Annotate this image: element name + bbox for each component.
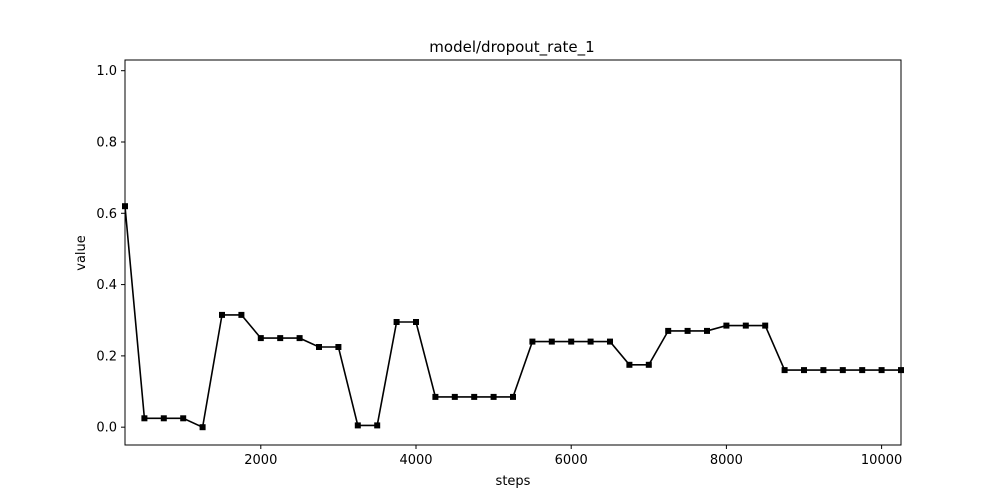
data-point bbox=[859, 367, 866, 374]
plot-frame bbox=[124, 59, 902, 446]
chart-title: model/dropout_rate_1 bbox=[429, 38, 594, 57]
data-point bbox=[277, 335, 284, 342]
data-point bbox=[354, 422, 361, 429]
x-tick-label: 10000 bbox=[861, 453, 902, 468]
y-tick-label: 0.2 bbox=[96, 349, 117, 364]
data-point bbox=[180, 415, 187, 422]
data-point bbox=[432, 393, 439, 400]
data-point bbox=[199, 424, 206, 431]
y-tick-label: 1.0 bbox=[96, 64, 117, 79]
data-point bbox=[723, 322, 730, 329]
data-point bbox=[451, 393, 458, 400]
y-tick-label: 0.4 bbox=[96, 278, 117, 293]
data-point bbox=[374, 422, 381, 429]
data-point bbox=[548, 338, 555, 345]
data-point bbox=[820, 367, 827, 374]
x-tick-label: 4000 bbox=[399, 453, 432, 468]
data-point bbox=[878, 367, 885, 374]
x-axis-label: steps bbox=[496, 474, 531, 489]
data-point bbox=[607, 338, 613, 345]
data-point bbox=[684, 327, 691, 334]
data-point bbox=[141, 415, 148, 422]
data-point bbox=[587, 338, 594, 345]
data-point bbox=[801, 367, 807, 374]
x-tick-label: 2000 bbox=[244, 453, 277, 468]
y-tick-label: 0.8 bbox=[96, 135, 117, 150]
data-point bbox=[490, 393, 497, 400]
data-point bbox=[839, 367, 846, 374]
data-point bbox=[257, 335, 264, 342]
data-point bbox=[393, 319, 400, 325]
data-point bbox=[742, 322, 749, 329]
data-point bbox=[626, 361, 633, 368]
data-point bbox=[238, 311, 245, 318]
data-point bbox=[568, 338, 575, 345]
data-point bbox=[471, 393, 478, 400]
data-point bbox=[529, 338, 536, 345]
plot-area bbox=[122, 203, 904, 431]
y-tick-label: 0.6 bbox=[96, 207, 117, 222]
data-point bbox=[335, 344, 342, 350]
data-point bbox=[413, 319, 419, 325]
x-tick-label: 8000 bbox=[710, 453, 743, 468]
data-point bbox=[762, 322, 769, 329]
data-point bbox=[781, 367, 788, 374]
x-axis: 2000 4000 6000 8000 10000 bbox=[244, 445, 902, 468]
data-point bbox=[645, 361, 652, 368]
data-point bbox=[219, 311, 225, 318]
x-tick-label: 6000 bbox=[555, 453, 588, 468]
y-axis: 0.0 0.2 0.4 0.6 0.8 1.0 bbox=[96, 64, 125, 436]
data-point bbox=[316, 344, 322, 350]
data-point bbox=[704, 327, 710, 334]
y-tick-label: 0.0 bbox=[96, 421, 117, 436]
data-point bbox=[665, 327, 672, 334]
data-point bbox=[296, 335, 303, 342]
y-axis-label: value bbox=[74, 235, 89, 271]
data-point bbox=[510, 393, 516, 400]
data-point bbox=[160, 415, 167, 422]
